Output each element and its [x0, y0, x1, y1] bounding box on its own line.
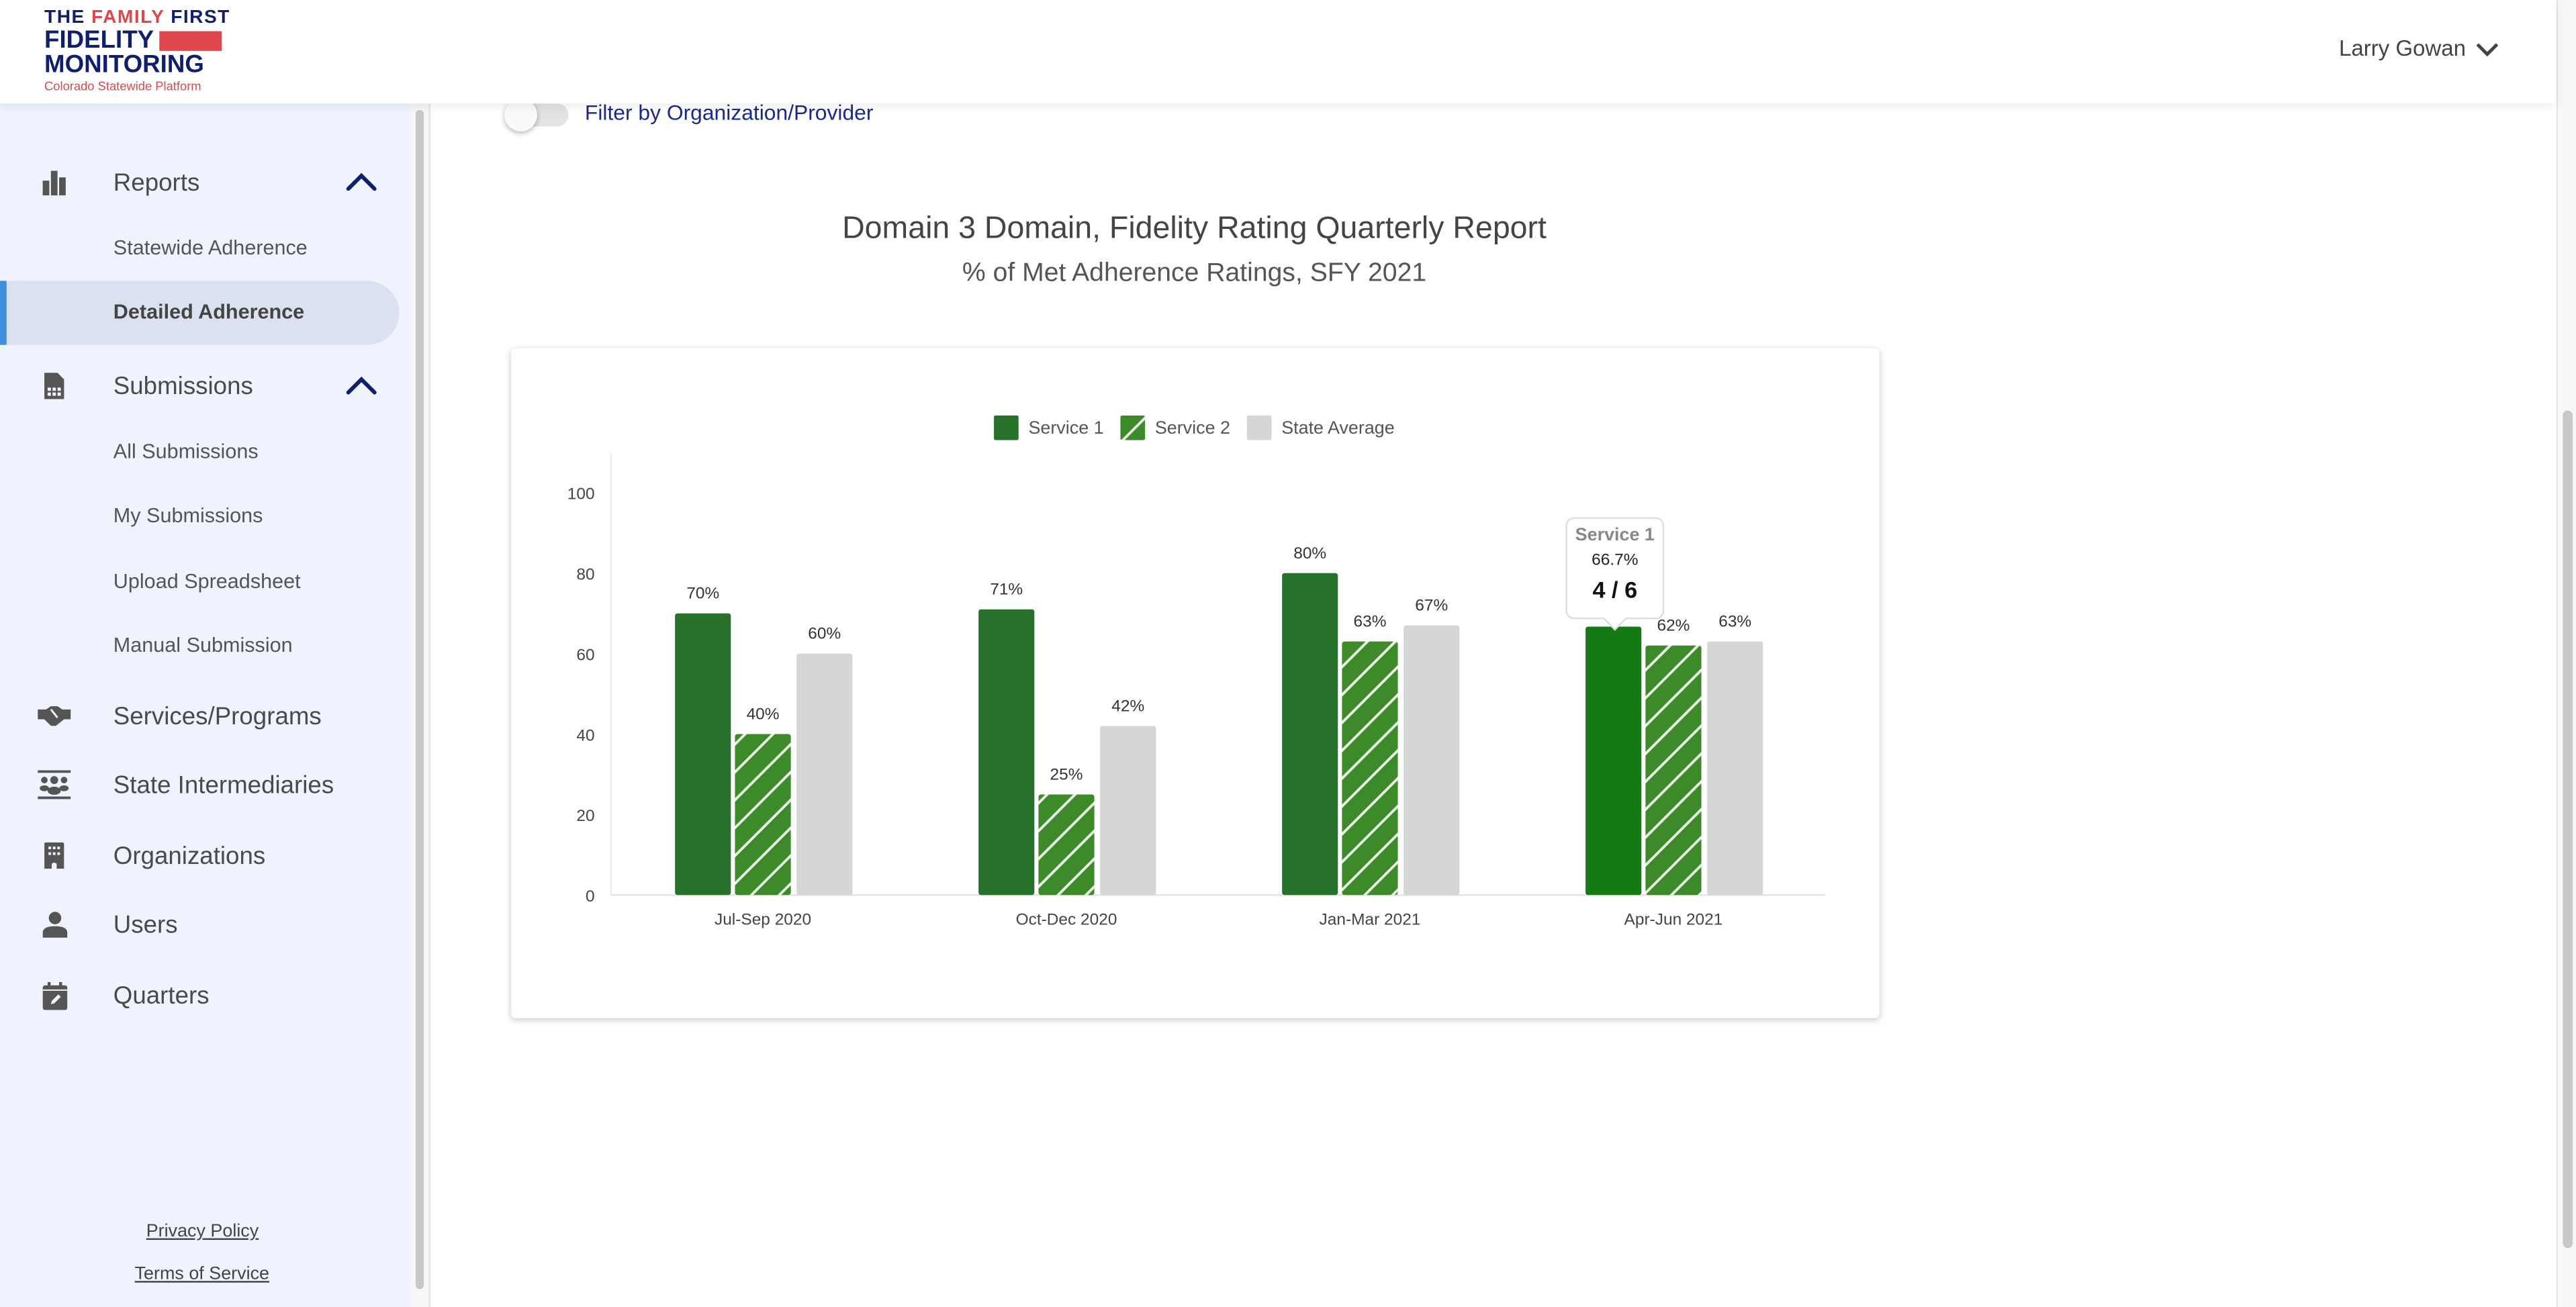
chevron-up-icon[interactable]	[345, 376, 378, 395]
sidebar-item-all-submissions[interactable]: All Submissions	[113, 440, 259, 463]
data-label: 80%	[1293, 544, 1326, 563]
legend-swatch	[1246, 415, 1272, 440]
bar-state-average	[796, 653, 853, 895]
bar-service-1	[675, 613, 731, 895]
data-label: 40%	[747, 706, 780, 724]
bar-state-average	[1707, 641, 1763, 895]
chart-tooltip: Service 1 66.7% 4 / 6	[1565, 517, 1665, 631]
bar-service-1	[1282, 573, 1338, 895]
person-icon	[36, 908, 73, 941]
building-icon	[36, 839, 73, 872]
sidebar-item-my-submissions[interactable]: My Submissions	[113, 504, 263, 528]
bar-state-average	[1100, 726, 1156, 895]
data-label: 63%	[1718, 613, 1751, 631]
chart-subtitle: % of Met Adherence Ratings, SFY 2021	[962, 259, 1427, 288]
sidebar-item-manual-submission[interactable]: Manual Submission	[113, 634, 293, 657]
filter-label: Filter by Organization/Provider	[584, 100, 874, 125]
y-tick-label: 80	[576, 566, 594, 584]
legend-label: Service 2	[1155, 418, 1230, 438]
legend-label: State Average	[1281, 418, 1395, 438]
app-logo[interactable]: THE FAMILY FIRST FIDELITY MONITORING Col…	[44, 8, 230, 94]
x-tick-label: Apr-Jun 2021	[1624, 910, 1723, 928]
calendar-edit-icon	[36, 979, 73, 1012]
legend-label: Service 1	[1028, 418, 1103, 438]
legend-swatch	[994, 415, 1019, 440]
y-tick-label: 0	[586, 887, 595, 906]
data-label: 67%	[1415, 597, 1448, 615]
sidebar: Reports Statewide Adherence Detailed Adh…	[0, 103, 411, 1307]
bar-service-1	[978, 609, 1035, 895]
sidebar-scrollbar[interactable]	[410, 103, 430, 1307]
bar-service-2	[1645, 645, 1702, 895]
bar-service-1	[1585, 626, 1642, 895]
x-tick-label: Jul-Sep 2020	[715, 910, 811, 928]
data-label: 70%	[686, 585, 719, 603]
y-tick-label: 60	[576, 646, 594, 664]
data-label: 42%	[1111, 697, 1144, 716]
sidebar-item-upload-spreadsheet[interactable]: Upload Spreadsheet	[113, 569, 301, 593]
y-tick-label: 20	[576, 807, 594, 825]
filter-toggle[interactable]	[504, 97, 570, 132]
terms-of-service-link[interactable]: Terms of Service	[134, 1264, 270, 1285]
data-label: 25%	[1050, 765, 1083, 783]
sidebar-item-submissions[interactable]: Submissions	[0, 368, 411, 404]
data-label: 63%	[1354, 613, 1387, 631]
chevron-up-icon[interactable]	[345, 173, 378, 192]
x-tick-label: Jan-Mar 2021	[1320, 910, 1421, 928]
bar-service-2	[1342, 641, 1398, 895]
bar-state-average	[1404, 625, 1460, 895]
data-label: 60%	[808, 625, 841, 643]
sidebar-item-quarters[interactable]: Quarters	[0, 977, 411, 1014]
sidebar-item-organizations[interactable]: Organizations	[0, 838, 411, 874]
user-name: Larry Gowan	[2338, 36, 2467, 61]
bar-service-2	[1038, 794, 1095, 895]
data-label: 62%	[1657, 617, 1690, 635]
sidebar-item-statewide-adherence[interactable]: Statewide Adherence	[113, 236, 308, 260]
top-header: THE FAMILY FIRST FIDELITY MONITORING Col…	[0, 0, 2557, 104]
legend-swatch	[1120, 415, 1146, 440]
spreadsheet-file-icon	[36, 369, 73, 402]
x-tick-label: Oct-Dec 2020	[1016, 910, 1117, 928]
sidebar-item-state-intermediaries[interactable]: State Intermediaries	[0, 767, 411, 803]
bar-service-2	[735, 734, 791, 895]
data-label: 71%	[990, 581, 1023, 599]
handshake-icon	[36, 699, 73, 732]
user-menu[interactable]: Larry Gowan	[2339, 36, 2499, 61]
y-tick-label: 100	[567, 485, 595, 503]
sidebar-item-reports[interactable]: Reports	[0, 164, 411, 201]
bar-chart-icon	[36, 166, 73, 199]
chart-title: Domain 3 Domain, Fidelity Rating Quarter…	[842, 211, 1547, 246]
sidebar-item-users[interactable]: Users	[0, 906, 411, 942]
sidebar-item-detailed-adherence[interactable]: Detailed Adherence	[113, 300, 305, 324]
privacy-policy-link[interactable]: Privacy Policy	[146, 1222, 259, 1242]
page-scrollbar[interactable]	[2556, 0, 2576, 1307]
sidebar-active-highlight	[0, 281, 400, 345]
sidebar-item-services-programs[interactable]: Services/Programs	[0, 698, 411, 734]
group-icon	[36, 769, 73, 802]
chevron-down-icon	[2476, 42, 2499, 56]
y-tick-label: 40	[576, 726, 594, 744]
